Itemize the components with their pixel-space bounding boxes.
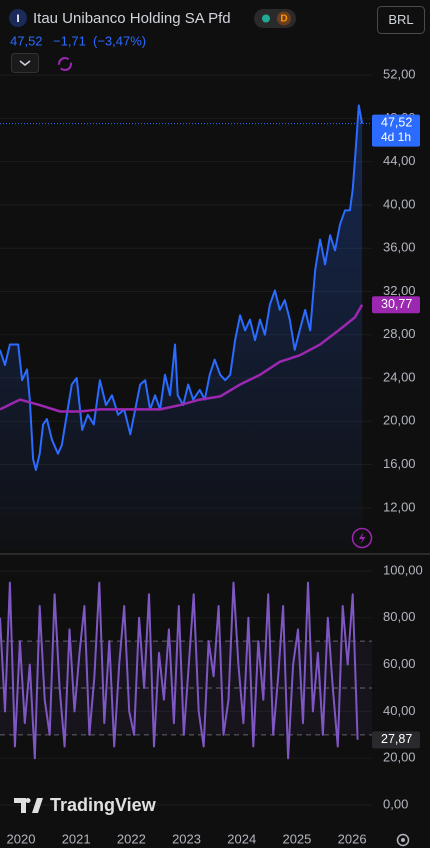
y-tick-label: 40,00 [383, 196, 416, 211]
watermark: TradingView [50, 795, 157, 815]
watermark-logo [14, 798, 43, 813]
y-tick-label: 44,00 [383, 153, 416, 168]
x-tick-label: 2026 [338, 831, 367, 846]
symbol-logo-text: I [16, 13, 19, 25]
y-tick-label: 80,00 [383, 609, 416, 624]
last-price: 47,52 [10, 33, 43, 48]
y-tick-label: 16,00 [383, 456, 416, 471]
price-change: −1,71 [53, 33, 86, 48]
grid-layer [0, 74, 372, 806]
x-tick-label: 2020 [7, 831, 36, 846]
last-value-tag [372, 731, 420, 749]
y-tick-label: 0,00 [383, 797, 408, 812]
last-value-label: 47,52 [381, 115, 412, 129]
y-tick-label: 24,00 [383, 369, 416, 384]
x-tick-label: 2023 [172, 831, 201, 846]
x-tick-label: 2022 [117, 831, 146, 846]
y-tick-label: 100,00 [383, 562, 423, 577]
y-tick-label: 36,00 [383, 240, 416, 255]
delay-badge-text: D [280, 14, 287, 25]
refresh-icon[interactable] [58, 57, 72, 71]
status-pill[interactable] [254, 9, 296, 28]
label-layer: 12,00 16,00 20,00 24,00 28,00 32,00 36,00 40,00… [7, 67, 423, 847]
refresh-arc [58, 57, 72, 71]
last-value-label: 27,87 [381, 732, 412, 746]
y-tick-label: 40,00 [383, 703, 416, 718]
y-tick-label: 20,00 [383, 413, 416, 428]
last-value-tag [372, 114, 420, 147]
x-tick-label: 2021 [62, 831, 91, 846]
alert-icon[interactable] [351, 527, 373, 549]
symbol-title: Itau Unibanco Holding SA Pfd [33, 10, 231, 27]
y-tick-label: 32,00 [383, 283, 416, 298]
data-layer [0, 104, 372, 760]
market-status-dot [262, 14, 270, 23]
series-line [0, 304, 364, 413]
settings-icon[interactable] [396, 833, 410, 847]
y-tick-label: 52,00 [383, 67, 416, 82]
y-tick-label: 12,00 [383, 499, 416, 514]
lightning-glyph [359, 532, 366, 544]
settings-icon-center [401, 838, 405, 842]
chevron-icon [19, 60, 31, 66]
currency-button[interactable] [377, 6, 425, 34]
x-tick-label: 2025 [282, 831, 311, 846]
y-tick-label: 60,00 [383, 656, 416, 671]
delay-badge [277, 11, 291, 26]
currency-label: BRL [388, 12, 413, 27]
price-change-percent: (−3,47%) [93, 33, 146, 48]
series-line [0, 581, 359, 760]
bar-countdown: 4d 1h [381, 130, 411, 144]
last-value-tag [372, 296, 420, 314]
y-tick-label: 20,00 [383, 750, 416, 765]
price-area [0, 105, 363, 551]
collapse-button[interactable] [11, 53, 39, 73]
last-value-label: 30,77 [381, 297, 412, 311]
symbol-logo [9, 9, 27, 27]
y-tick-label: 28,00 [383, 326, 416, 341]
x-tick-label: 2024 [227, 831, 256, 846]
